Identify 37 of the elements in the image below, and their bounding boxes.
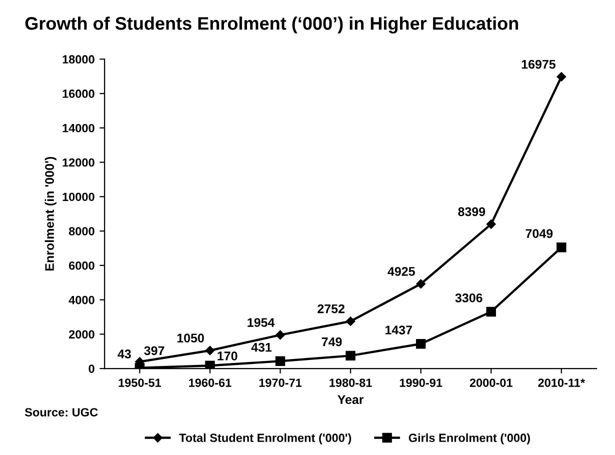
y-tick-label: 16000	[62, 90, 94, 98]
data-label: 397	[144, 346, 164, 356]
x-tick-label: 2000-01	[470, 378, 512, 387]
data-label: 3306	[455, 293, 482, 302]
x-tick-label: 1950-51	[118, 378, 162, 387]
data-label: 7049	[526, 229, 553, 238]
y-tick-label: 12000	[62, 158, 94, 167]
x-tick-label: 1970-71	[259, 378, 302, 387]
data-label: 1050	[177, 334, 204, 342]
y-tick-label: 18000	[62, 55, 94, 64]
data-label: 1954	[248, 318, 275, 327]
legend-label: Girls Enrolment ('000)	[408, 433, 530, 444]
data-label: 43	[118, 350, 131, 358]
data-label: 8399	[458, 207, 486, 216]
data-label: 431	[251, 342, 272, 352]
y-tick-label: 4000	[68, 296, 94, 304]
y-axis-title: Enrolment (in '000')	[44, 156, 56, 271]
data-label: 4925	[388, 267, 415, 276]
data-label: 16975	[522, 60, 556, 69]
x-tick-label: 1960-61	[189, 378, 232, 387]
data-label: 749	[322, 337, 342, 346]
x-axis-title: Year	[338, 395, 364, 404]
y-tick-label: 0	[88, 364, 94, 373]
chart-title: Growth of Students Enrolment (‘000’) in Higher Education	[25, 16, 518, 34]
legend-label: Total Student Enrolment ('000')	[179, 433, 352, 444]
y-tick-label: 10000	[62, 192, 94, 202]
source-note: Source: UGC	[24, 408, 98, 416]
y-tick-label: 14000	[62, 124, 94, 132]
data-label: 170	[218, 352, 238, 360]
data-label: 1437	[385, 326, 412, 334]
x-tick-label: 2010-11*	[538, 378, 586, 387]
data-label: 2752	[318, 304, 344, 314]
x-tick-label: 1990-91	[400, 378, 442, 387]
y-tick-label: 8000	[68, 227, 94, 236]
x-tick-label: 1980-81	[330, 378, 372, 387]
y-tick-label: 2000	[68, 330, 94, 339]
y-tick-label: 6000	[69, 261, 94, 270]
